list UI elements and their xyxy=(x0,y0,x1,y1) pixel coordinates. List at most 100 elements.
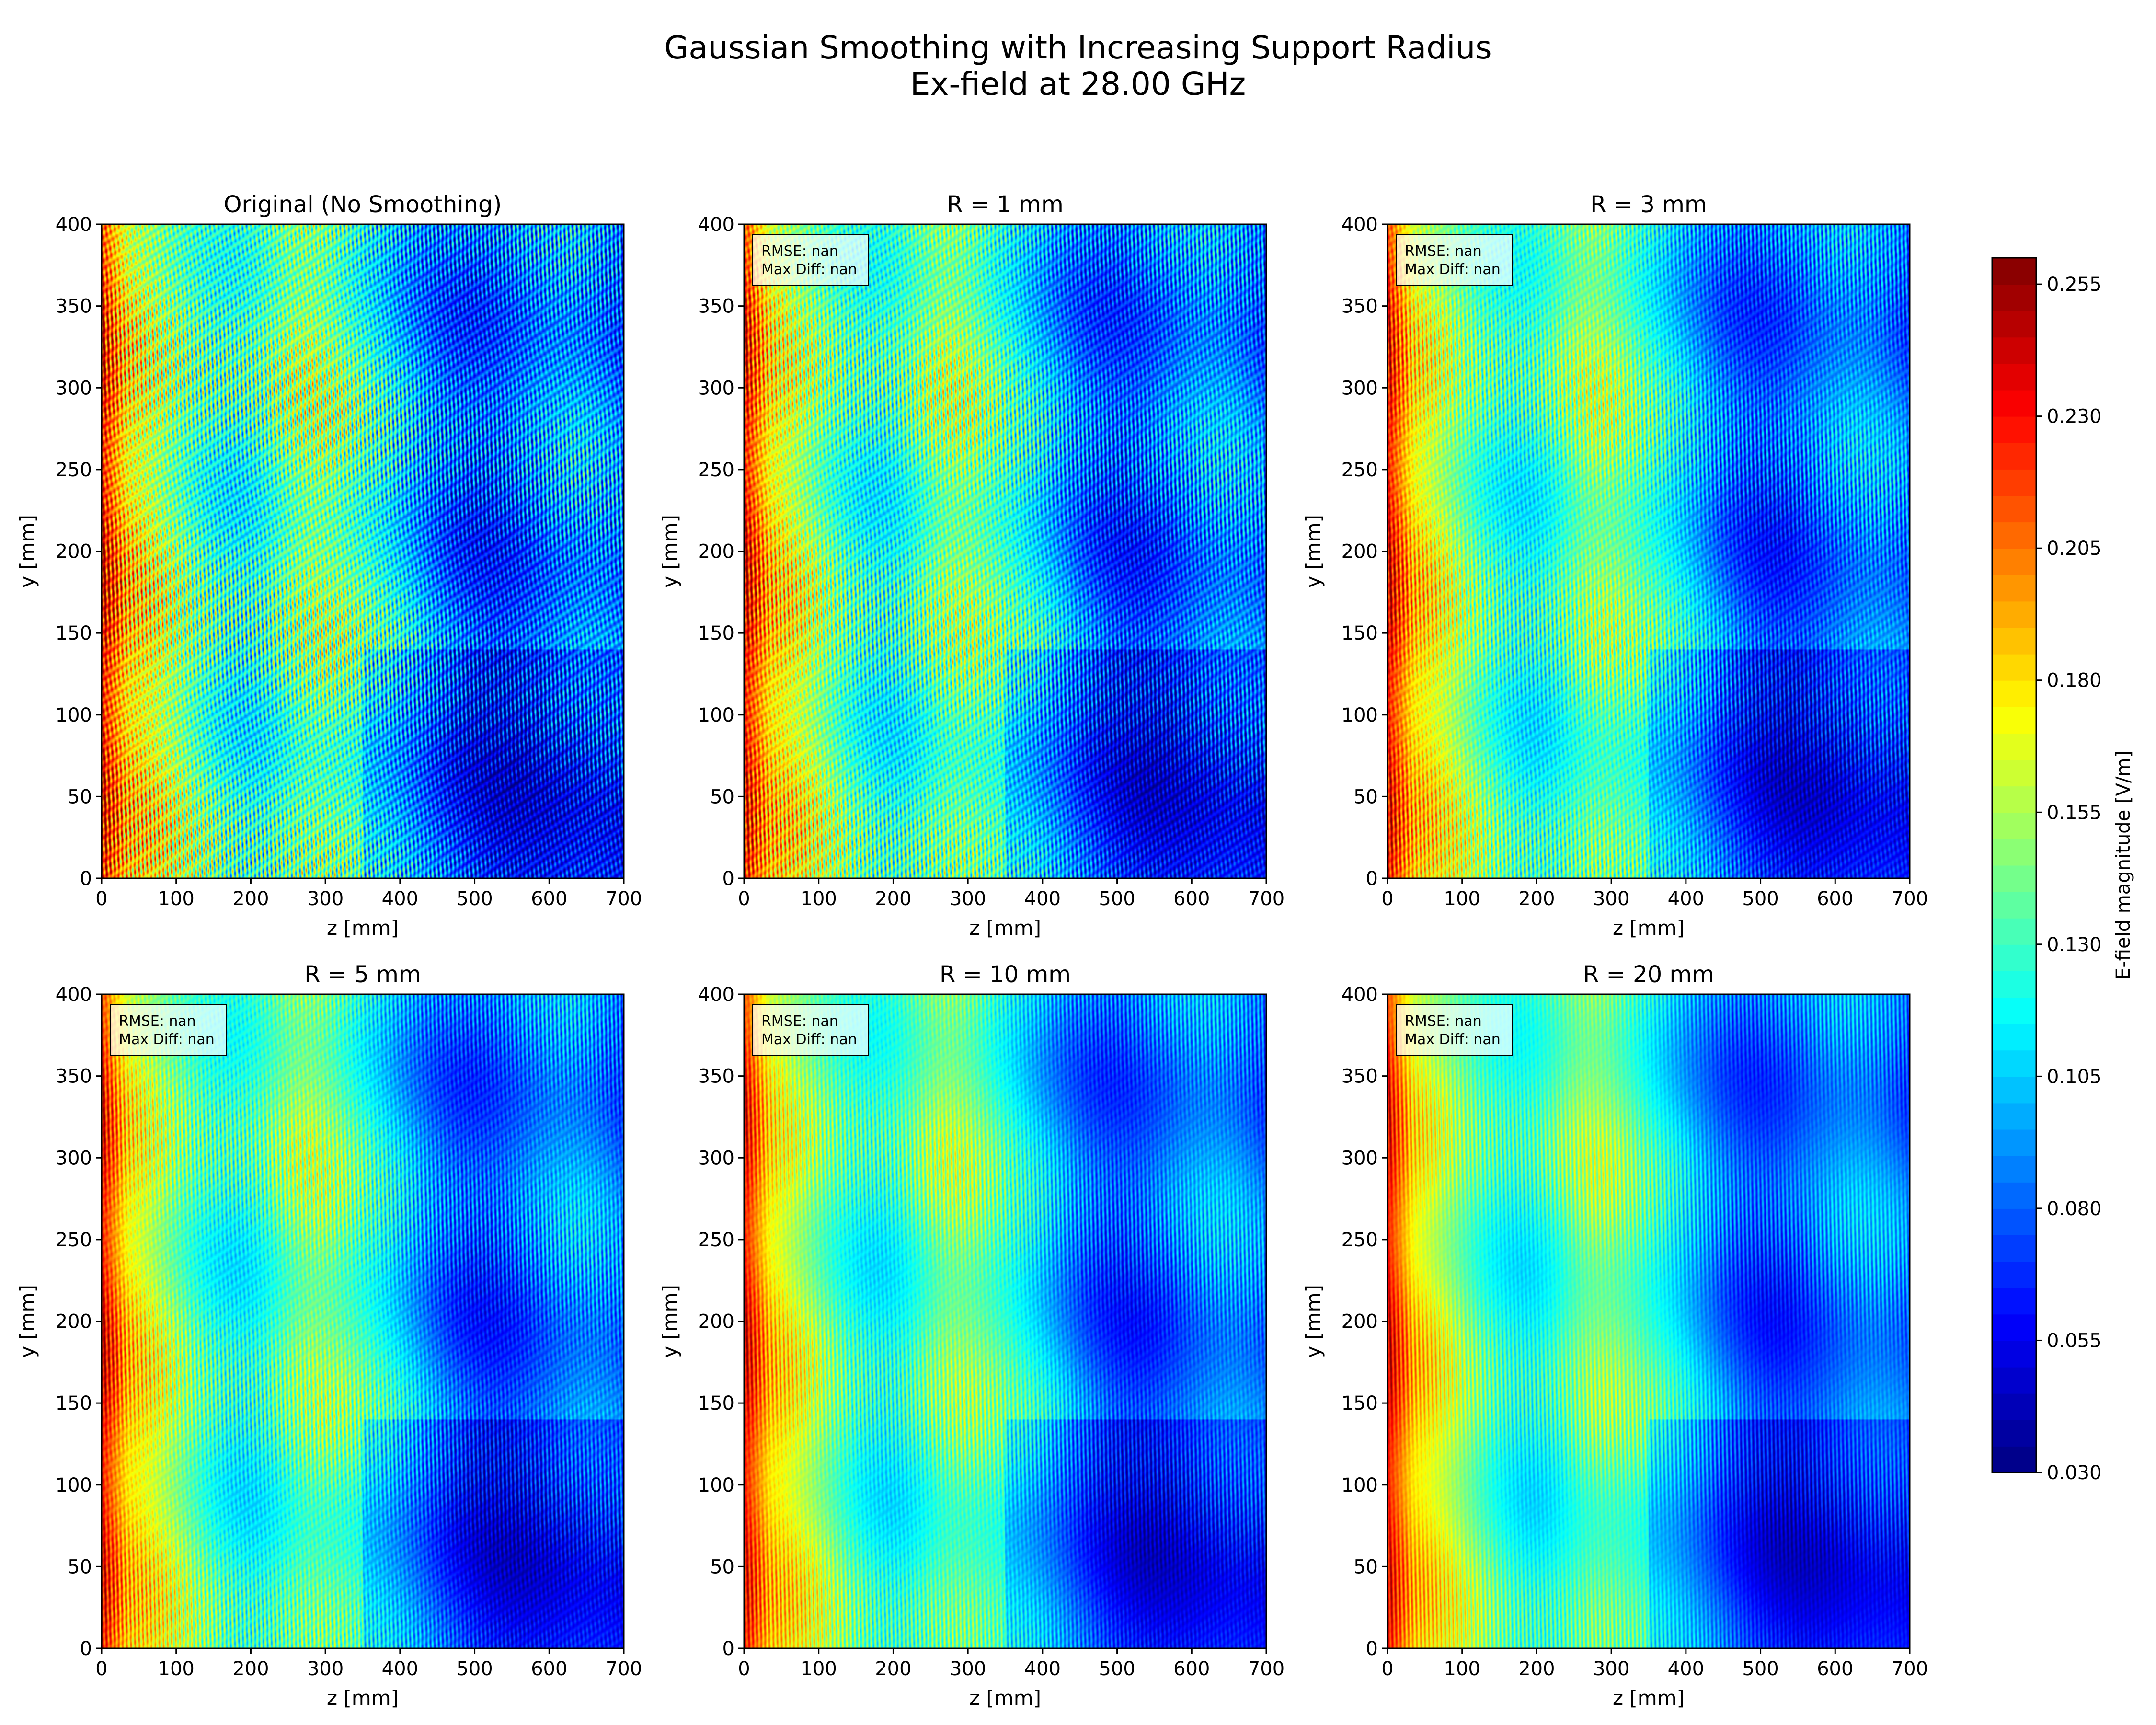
colorbar-band xyxy=(1992,601,2036,628)
y-tick-label: 50 xyxy=(68,786,92,808)
colorbar-band xyxy=(1992,1261,2036,1288)
colorbar-band xyxy=(1992,1314,2036,1341)
heatmap-image-2 xyxy=(1388,224,1910,878)
stats-line: Max Diff: nan xyxy=(119,1031,215,1048)
stats-line: RMSE: nan xyxy=(1405,1013,1482,1030)
colorbar-band xyxy=(1992,654,2036,681)
colorbar-band xyxy=(1992,1103,2036,1130)
y-tick-label: 0 xyxy=(1366,1638,1378,1660)
x-tick-label: 500 xyxy=(1742,1658,1778,1680)
x-tick-label: 100 xyxy=(158,888,195,910)
x-tick-label: 100 xyxy=(801,1658,837,1680)
x-tick-label: 100 xyxy=(158,1658,195,1680)
panel-title: R = 3 mm xyxy=(1590,191,1707,218)
y-axis-label: y [mm] xyxy=(1302,515,1325,588)
stats-line: RMSE: nan xyxy=(761,243,838,260)
x-tick-label: 700 xyxy=(1248,1658,1284,1680)
y-axis-label: y [mm] xyxy=(658,1285,682,1358)
y-tick-label: 300 xyxy=(56,1147,92,1169)
x-tick-label: 300 xyxy=(950,1658,986,1680)
stats-box xyxy=(110,1004,227,1056)
stats-line: Max Diff: nan xyxy=(1405,261,1501,278)
colorbar: 0.030 0.055 0.080 0.105 0.130 0.155 0.180 0.205… xyxy=(1991,257,2134,1484)
y-tick-label: 150 xyxy=(698,1392,734,1414)
x-tick-label: 0 xyxy=(738,888,750,910)
y-axis-label: y [mm] xyxy=(1302,1285,1325,1358)
x-tick-label: 600 xyxy=(531,1658,567,1680)
x-axis-label: z [mm] xyxy=(1613,1686,1685,1710)
y-tick-label: 150 xyxy=(1342,1392,1378,1414)
colorbar-tick-label: 0.230 xyxy=(2047,406,2102,428)
stats-box xyxy=(1396,1004,1513,1056)
colorbar-band xyxy=(1992,548,2036,575)
colorbar-tick-label: 0.055 xyxy=(2047,1330,2102,1352)
x-tick-label: 0 xyxy=(1381,1658,1393,1680)
y-tick-label: 0 xyxy=(1366,868,1378,890)
stats-box xyxy=(1396,234,1513,286)
x-tick-label: 100 xyxy=(1444,888,1480,910)
y-tick-label: 300 xyxy=(1342,1147,1378,1169)
x-axis-label: z [mm] xyxy=(969,1686,1041,1710)
x-tick-label: 300 xyxy=(950,888,986,910)
x-tick-label: 0 xyxy=(1381,888,1393,910)
panel-title: R = 1 mm xyxy=(947,191,1063,218)
panel-2: R = 3 mm 0 100 200 300 400 500 600 700 0 50 100 150 2… xyxy=(1302,191,1928,940)
stats-line: Max Diff: nan xyxy=(761,261,857,278)
panel-0: Original (No Smoothing)0 100 200 300 400 500 6… xyxy=(16,191,642,940)
y-tick-label: 200 xyxy=(698,1311,734,1333)
colorbar-band xyxy=(1992,1024,2036,1051)
y-tick-label: 350 xyxy=(56,1066,92,1088)
colorbar-band xyxy=(1992,575,2036,602)
colorbar-band xyxy=(1992,944,2036,971)
x-tick-label: 500 xyxy=(1099,1658,1135,1680)
colorbar-band xyxy=(1992,812,2036,840)
colorbar-band xyxy=(1992,337,2036,364)
x-tick-label: 700 xyxy=(606,1658,642,1680)
x-tick-label: 500 xyxy=(456,1658,493,1680)
colorbar-band xyxy=(1992,416,2036,443)
y-tick-label: 350 xyxy=(698,1066,734,1088)
colorbar-band xyxy=(1992,1050,2036,1077)
colorbar-band xyxy=(1992,495,2036,523)
x-axis-label: z [mm] xyxy=(1613,916,1685,940)
y-tick-label: 100 xyxy=(698,704,734,726)
colorbar-band xyxy=(1992,1182,2036,1209)
x-tick-label: 400 xyxy=(1024,1658,1061,1680)
colorbar-tick-label: 0.130 xyxy=(2047,934,2102,956)
panel-title: R = 10 mm xyxy=(940,961,1071,988)
colorbar-band xyxy=(1992,1393,2036,1420)
panel-1: R = 1 mm 0 100 200 300 400 500 600 700 0 50 100 150 2… xyxy=(658,191,1284,940)
y-tick-label: 400 xyxy=(56,984,92,1006)
x-tick-label: 600 xyxy=(1173,888,1210,910)
stats-line: Max Diff: nan xyxy=(1405,1031,1501,1048)
colorbar-band xyxy=(1992,1076,2036,1104)
colorbar-band xyxy=(1992,522,2036,549)
colorbar-band xyxy=(1992,1129,2036,1156)
y-tick-label: 0 xyxy=(80,1638,92,1660)
colorbar-band xyxy=(1992,469,2036,496)
heatmap-image-1 xyxy=(744,224,1266,878)
y-tick-label: 50 xyxy=(710,1556,734,1578)
x-tick-label: 400 xyxy=(382,1658,418,1680)
x-tick-label: 200 xyxy=(875,888,911,910)
colorbar-tick-label: 0.205 xyxy=(2047,538,2102,560)
y-tick-label: 350 xyxy=(1342,296,1378,318)
y-tick-label: 400 xyxy=(698,214,734,236)
x-tick-label: 200 xyxy=(1518,888,1555,910)
y-tick-label: 250 xyxy=(56,459,92,481)
colorbar-band xyxy=(1992,310,2036,338)
colorbar-band xyxy=(1992,839,2036,866)
colorbar-band xyxy=(1992,258,2036,285)
y-tick-label: 350 xyxy=(56,296,92,318)
colorbar-band xyxy=(1992,1235,2036,1262)
colorbar-band xyxy=(1992,390,2036,417)
x-tick-label: 600 xyxy=(1817,1658,1853,1680)
y-tick-label: 250 xyxy=(698,459,734,481)
x-tick-label: 200 xyxy=(232,1658,269,1680)
x-tick-label: 500 xyxy=(1742,888,1778,910)
y-tick-label: 400 xyxy=(1342,214,1378,236)
colorbar-band xyxy=(1992,970,2036,998)
colorbar-band xyxy=(1992,1155,2036,1183)
colorbar-tick-label: 0.255 xyxy=(2047,274,2102,296)
x-tick-label: 0 xyxy=(738,1658,750,1680)
